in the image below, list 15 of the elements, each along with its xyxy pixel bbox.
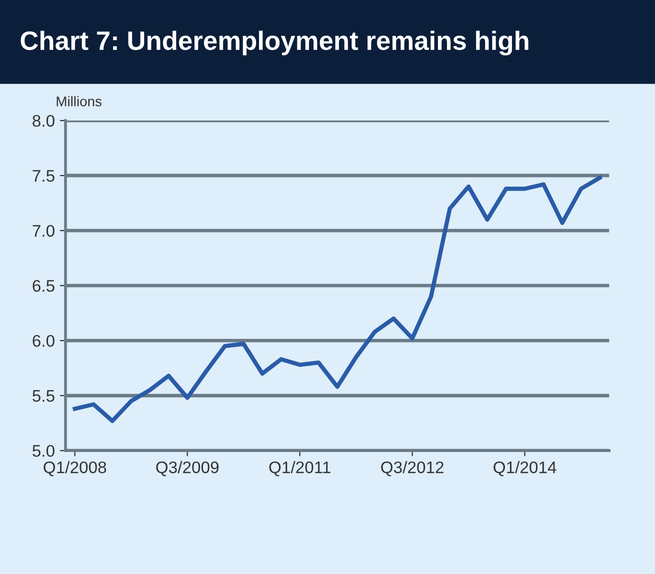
y-tick-label: 7.5	[32, 170, 54, 182]
y-tick-label: 5.0	[32, 444, 54, 457]
y-tick-label: 8.0	[32, 114, 54, 127]
y-tick-label: 6.0	[32, 334, 54, 347]
line-series	[72, 176, 602, 423]
x-tick-label: Q1/2011	[269, 461, 330, 476]
x-tick-label: Q1/2008	[44, 461, 106, 476]
y-tick-label: 5.5	[32, 390, 54, 402]
chart-title: Chart 7: Underemployment remains high	[20, 30, 528, 56]
x-tick-label: Q3/2012	[381, 461, 444, 476]
y-axis-title: Millions	[56, 96, 102, 106]
y-tick-label: 6.5	[32, 280, 54, 292]
y-tick-label: 7.0	[32, 224, 54, 237]
x-tick-label: Q1/2014	[494, 461, 556, 476]
x-tick-label: Q3/2009	[156, 461, 219, 476]
